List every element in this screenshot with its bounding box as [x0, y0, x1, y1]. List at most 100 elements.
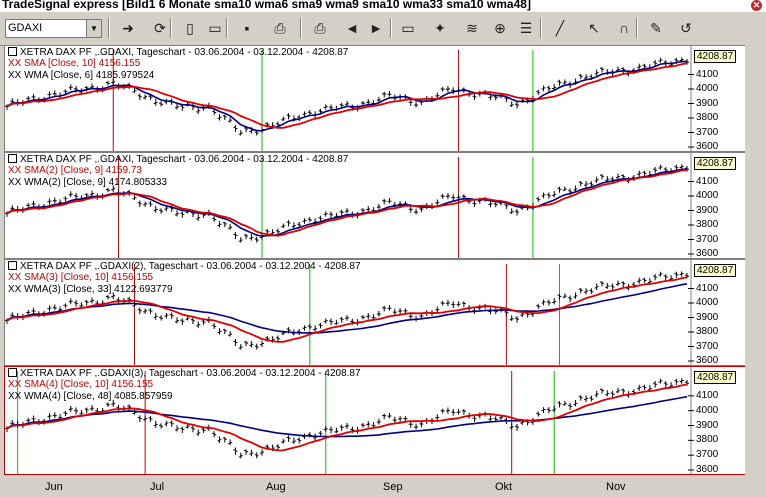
forward-icon[interactable]: ► — [369, 20, 383, 36]
properties-icon[interactable]: ☰ — [519, 20, 533, 36]
price-chart — [5, 46, 694, 151]
chart-panel-3[interactable]: 4100 4000 3900 3800 3700 3600 4208.87 XETRA DAX… — [4, 259, 747, 366]
strategy-icon[interactable]: ≋ — [466, 20, 478, 36]
chart-panel-2[interactable]: 4100 4000 3900 3800 3700 3600 4208.87 XETRA DAX… — [4, 152, 747, 259]
legend-text: XX WMA [Close, 6] 4185.979524 — [8, 70, 155, 81]
y-tick-label: 3900 — [696, 97, 719, 109]
chevron-down-icon[interactable]: ▼ — [86, 20, 101, 37]
sma-legend[interactable]: XX SMA(3) [Close, 10] 4156.155 — [8, 272, 153, 283]
toolbar-separator — [390, 18, 392, 38]
close-icon[interactable]: ✕ — [751, 0, 762, 11]
sma-line — [6, 169, 688, 237]
y-tick-label: 3800 — [696, 434, 719, 446]
wma-line — [6, 168, 688, 237]
chart-panel-4[interactable]: 4100 4000 3900 3800 3700 3600 4208.87 XETRA DAX… — [4, 366, 747, 475]
toolbar-separator — [636, 18, 638, 38]
y-tick-label: 3900 — [696, 419, 719, 431]
compare-icon[interactable]: ⊕ — [494, 20, 506, 36]
sma-legend[interactable]: XX SMA(4) [Close, 10] 4156.155 — [8, 379, 153, 390]
y-tick-label: 3800 — [696, 219, 719, 230]
symbol-select[interactable]: GDAXI ▼ — [5, 19, 102, 38]
y-tick-label: 3600 — [696, 141, 719, 152]
open-icon[interactable]: ▭ — [208, 20, 222, 36]
legend-text: XX SMA(3) [Close, 10] 4156.155 — [8, 272, 154, 283]
wma-line — [6, 60, 688, 132]
vertical-scrollbar[interactable] — [745, 45, 766, 497]
panel-title[interactable]: XETRA DAX PF ,.GDAXI, Tageschart - 03.06… — [8, 153, 348, 165]
legend-text: XETRA DAX PF ,.GDAXI, Tageschart - 03.06… — [20, 154, 349, 165]
y-tick-label: 4100 — [696, 68, 719, 80]
y-tick-label: 3600 — [696, 464, 719, 475]
print-preview-icon[interactable]: ⎙ — [274, 20, 286, 36]
draw-line-icon[interactable]: ╱ — [555, 20, 565, 36]
y-tick-label: 3900 — [696, 311, 719, 323]
y-tick-label: 3900 — [696, 204, 719, 216]
pin-icon[interactable] — [8, 261, 17, 270]
y-tick-label: 3700 — [696, 126, 719, 138]
toolbar-separator — [540, 18, 542, 38]
sma-line — [6, 62, 688, 129]
sma-line — [6, 383, 688, 452]
notes-icon[interactable]: ✎ — [650, 20, 662, 36]
panel-title[interactable]: XETRA DAX PF ,.GDAXI(2), Tageschart - 03… — [8, 260, 361, 272]
month-label: Jul — [150, 481, 165, 493]
legend-text: XX SMA(2) [Close, 9] 4159.73 — [8, 165, 142, 176]
legend-text: XX WMA(3) [Close, 33] 4122.693779 — [8, 284, 173, 295]
month-label: Aug — [266, 481, 286, 493]
pointer-icon[interactable]: ↖ — [588, 20, 600, 36]
month-label: Sep — [383, 481, 403, 493]
pin-icon[interactable] — [8, 47, 17, 56]
toolbar-separator — [300, 18, 302, 38]
wma-line — [6, 395, 688, 438]
pin-icon[interactable] — [8, 154, 17, 163]
refresh-icon[interactable]: ⟳ — [154, 20, 166, 36]
y-tick-label: 4100 — [696, 389, 719, 401]
y-tick-label: 4000 — [696, 404, 719, 416]
back-icon[interactable]: ◄ — [345, 20, 359, 36]
window-title: TradeSignal express [Bild1 6 Monate sma1… — [2, 0, 531, 11]
wma-legend[interactable]: XX WMA(2) [Close, 9] 4174.805333 — [8, 177, 167, 188]
last-price-badge: 4208.87 — [694, 157, 737, 170]
magnet-icon[interactable]: ∩ — [618, 20, 630, 36]
symbol-value: GDAXI — [8, 22, 43, 34]
undo-icon[interactable]: ↺ — [680, 20, 692, 36]
toolbar-separator — [170, 18, 172, 38]
new-icon[interactable]: ▯ — [186, 20, 194, 36]
wma-legend[interactable]: XX WMA(4) [Close, 48] 4085.857959 — [8, 391, 173, 402]
sma-legend[interactable]: XX SMA [Close, 10] 4156.155 — [8, 58, 140, 69]
legend-text: XX WMA(4) [Close, 48] 4085.857959 — [8, 391, 173, 402]
panel-title[interactable]: XETRA DAX PF ,.GDAXI, Tageschart - 03.06… — [8, 46, 348, 58]
month-label: Jun — [45, 481, 63, 493]
indicator-icon[interactable]: ✦ — [434, 20, 446, 36]
y-tick-label: 4100 — [696, 175, 719, 187]
wma-legend[interactable]: XX WMA [Close, 6] 4185.979524 — [8, 70, 154, 81]
month-label: Okt — [495, 481, 513, 493]
legend-text: XX WMA(2) [Close, 9] 4174.805333 — [8, 177, 167, 188]
wma-legend[interactable]: XX WMA(3) [Close, 33] 4122.693779 — [8, 284, 173, 295]
price-chart — [5, 367, 694, 474]
y-tick-label: 3700 — [696, 233, 719, 245]
pin-icon[interactable] — [8, 368, 17, 377]
print-icon[interactable]: ⎙ — [314, 20, 326, 36]
y-tick-label: 4000 — [696, 297, 719, 308]
time-axis — [0, 476, 766, 497]
y-tick-label: 3700 — [696, 449, 719, 461]
wma-line — [6, 283, 688, 334]
month-label: Nov — [606, 481, 626, 493]
sma-legend[interactable]: XX SMA(2) [Close, 9] 4159.73 — [8, 165, 142, 176]
y-tick-label: 3600 — [696, 248, 719, 259]
title-bar: TradeSignal express [Bild1 6 Monate sma1… — [0, 0, 766, 12]
y-tick-label: 3600 — [696, 355, 719, 366]
legend-text: XETRA DAX PF ,.GDAXI(3), Tageschart - 03… — [20, 368, 361, 379]
save-icon[interactable]: ▪ — [244, 20, 250, 36]
legend-text: XETRA DAX PF ,.GDAXI, Tageschart - 03.06… — [20, 47, 349, 58]
go-icon[interactable]: ➜ — [122, 20, 134, 36]
panel-title[interactable]: XETRA DAX PF ,.GDAXI(3), Tageschart - 03… — [8, 367, 361, 379]
last-price-badge: 4208.87 — [694, 371, 737, 384]
price-chart — [5, 260, 694, 365]
sma-line — [6, 276, 688, 343]
bar-style-icon[interactable]: ▭ — [401, 20, 415, 36]
chart-panel-1[interactable]: 4100 4000 3900 3800 3700 3600 4208.87 XETRA DAX… — [4, 45, 747, 152]
last-price-badge: 4208.87 — [694, 264, 737, 277]
last-price-badge: 4208.87 — [694, 50, 737, 63]
